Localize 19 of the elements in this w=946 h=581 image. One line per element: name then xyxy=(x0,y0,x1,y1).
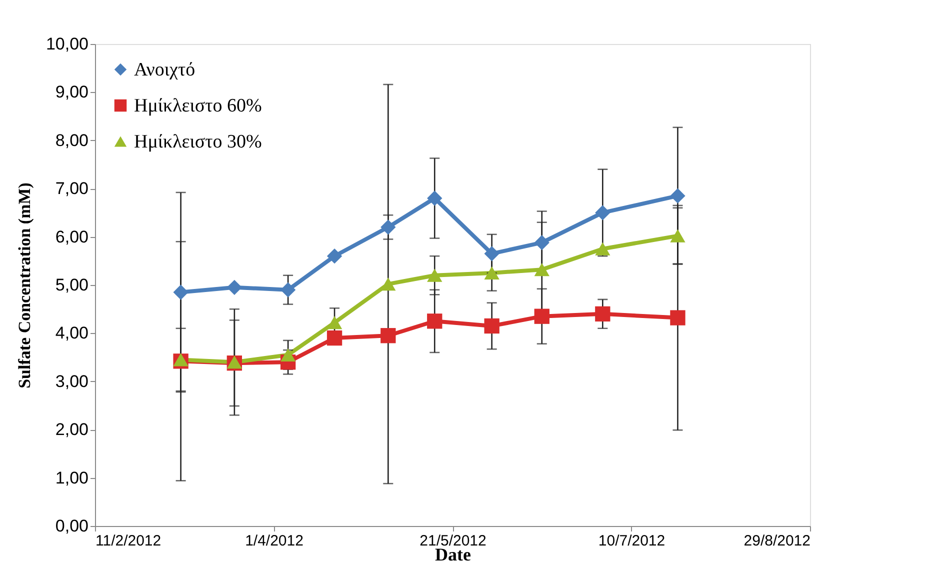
y-axis-title: Sulfate Concentration (mM) xyxy=(14,182,34,388)
y-tick-label: 8,00 xyxy=(55,130,88,150)
y-tick-label: 10,00 xyxy=(46,34,88,54)
y-tick-label: 4,00 xyxy=(55,324,88,343)
x-tick-label: 10/7/2012 xyxy=(598,532,666,550)
x-tick-label: 1/4/2012 xyxy=(245,532,304,550)
y-tick-label: 1,00 xyxy=(55,468,88,488)
legend-label: Ημίκλειστο 60% xyxy=(134,96,262,116)
y-tick-label: 7,00 xyxy=(55,179,88,198)
y-tick-label: 0,00 xyxy=(55,516,88,536)
y-tick-label: 5,00 xyxy=(55,276,88,294)
y-tick-label: 9,00 xyxy=(55,82,88,102)
legend-label: Ανοιχτό xyxy=(134,60,196,80)
legend-label: Ημίκλειστο 30% xyxy=(134,132,262,152)
y-tick-label: 2,00 xyxy=(55,420,88,440)
y-tick-label: 6,00 xyxy=(55,227,88,246)
x-tick-label: 11/2/2012 xyxy=(96,532,162,550)
x-tick-label: 29/8/2012 xyxy=(744,532,810,550)
y-tick-label: 3,00 xyxy=(55,372,88,391)
